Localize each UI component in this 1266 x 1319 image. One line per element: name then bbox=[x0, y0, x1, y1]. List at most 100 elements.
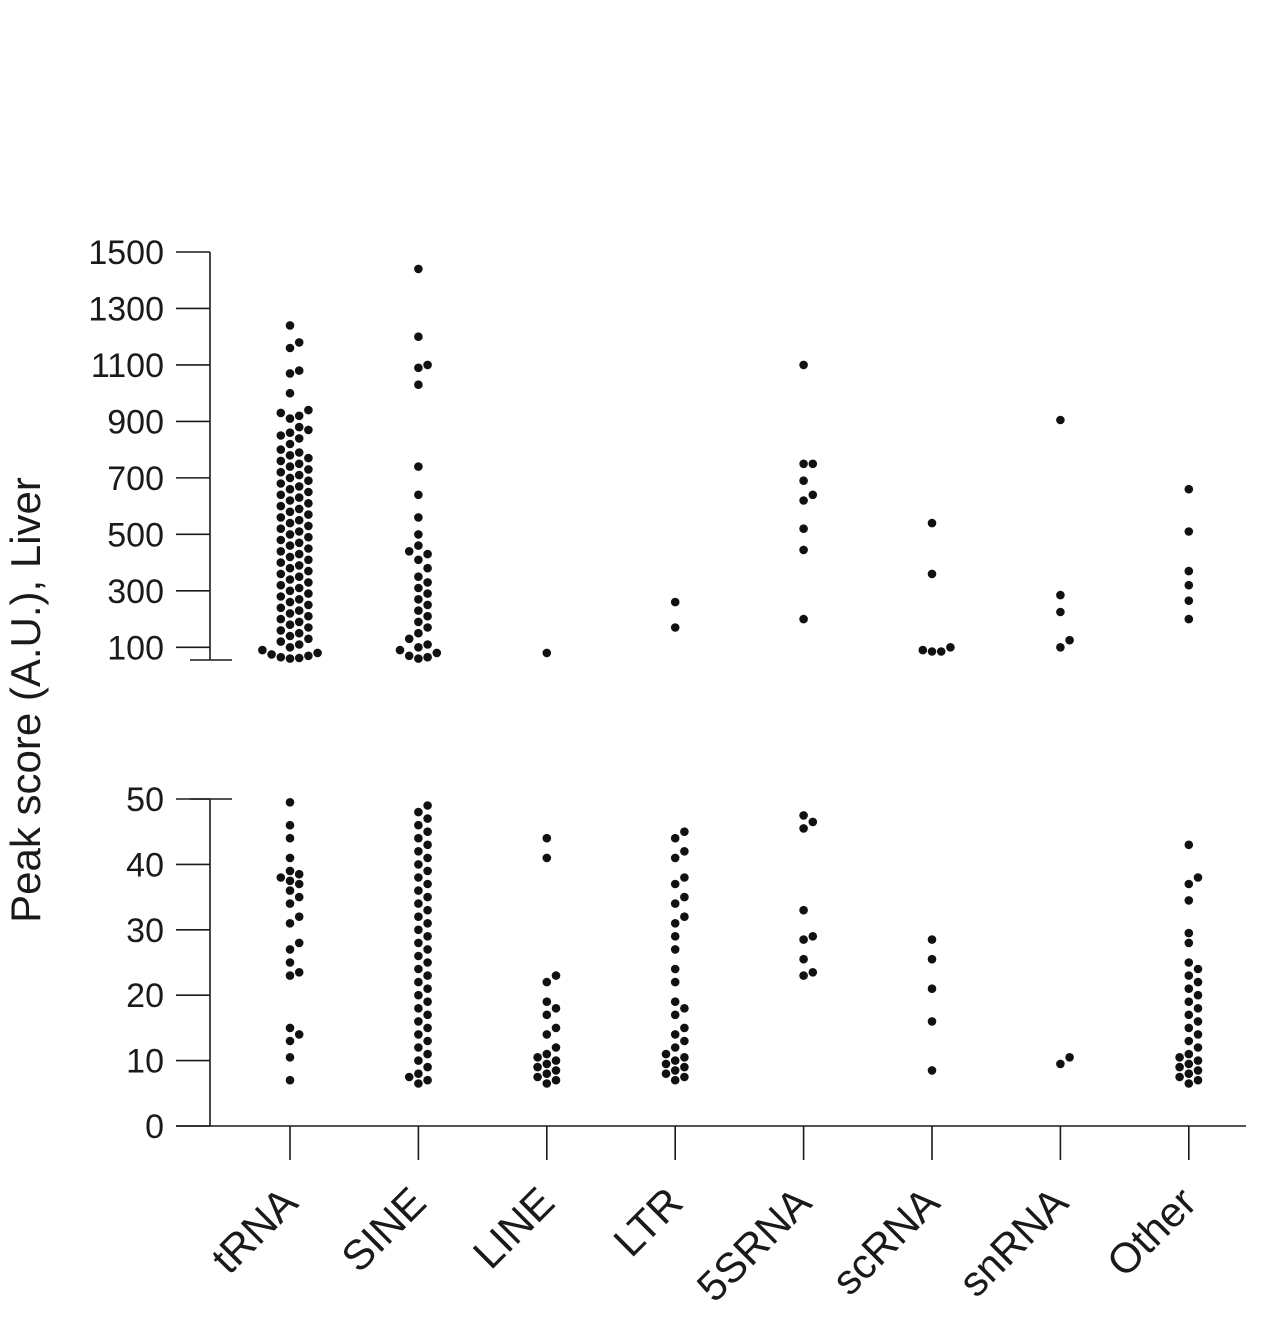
point-LTR-upper-1 bbox=[670, 597, 680, 607]
upper-tick-label-1500: 1500 bbox=[88, 234, 164, 272]
point-tRNA-upper-5 bbox=[313, 648, 322, 658]
point-LTR-lower-10 bbox=[680, 1036, 689, 1046]
point-tRNA-lower-18 bbox=[294, 869, 304, 879]
point-LINE-lower-5 bbox=[533, 1062, 542, 1072]
point-tRNA-upper-62 bbox=[304, 487, 313, 497]
point-snRNA-upper-1 bbox=[1065, 635, 1074, 645]
point-SINE-lower-14 bbox=[423, 997, 432, 1006]
point-Other-lower-15 bbox=[1184, 1010, 1194, 1020]
point-Other-lower-0 bbox=[1184, 1079, 1194, 1088]
point-tRNA-upper-7 bbox=[285, 643, 295, 652]
point-Other-lower-24 bbox=[1184, 938, 1194, 948]
point-tRNA-upper-82 bbox=[304, 425, 313, 435]
point-tRNA-upper-27 bbox=[285, 586, 295, 596]
point-SINE-lower-34 bbox=[423, 866, 432, 876]
point-SINE-upper-18 bbox=[414, 572, 423, 581]
point-SINE-upper-12 bbox=[414, 606, 423, 615]
point-tRNA-upper-19 bbox=[285, 609, 295, 618]
point-tRNA-upper-16 bbox=[294, 617, 304, 627]
point-Other-lower-18 bbox=[1193, 990, 1203, 1000]
point-tRNA-upper-21 bbox=[276, 603, 286, 613]
point-5SRNA-lower-7 bbox=[808, 817, 818, 827]
point-tRNA-lower-21 bbox=[285, 833, 295, 843]
point-tRNA-upper-74 bbox=[304, 453, 313, 463]
point-SINE-upper-4 bbox=[395, 645, 405, 655]
point-Other-lower-7 bbox=[1193, 1056, 1203, 1065]
point-SINE-upper-15 bbox=[423, 589, 432, 598]
data-points bbox=[258, 264, 1203, 1088]
point-5SRNA-upper-2 bbox=[799, 524, 808, 533]
point-Other-lower-28 bbox=[1193, 873, 1203, 882]
point-5SRNA-upper-3 bbox=[799, 496, 808, 505]
point-tRNA-upper-86 bbox=[276, 408, 286, 418]
point-SINE-lower-5 bbox=[414, 1056, 423, 1065]
upper-y-axis bbox=[190, 252, 232, 661]
point-LTR-lower-15 bbox=[670, 997, 680, 1006]
point-5SRNA-upper-7 bbox=[808, 459, 818, 469]
point-LTR-lower-29 bbox=[680, 827, 689, 836]
point-LINE-lower-12 bbox=[551, 1023, 561, 1033]
point-SINE-lower-41 bbox=[414, 820, 423, 830]
point-tRNA-upper-85 bbox=[294, 411, 304, 421]
point-SINE-upper-22 bbox=[404, 547, 414, 556]
point-Other-lower-27 bbox=[1184, 879, 1194, 889]
point-tRNA-upper-51 bbox=[285, 518, 295, 528]
point-LINE-lower-10 bbox=[551, 1043, 561, 1052]
point-Other-upper-5 bbox=[1184, 484, 1194, 494]
point-LTR-lower-12 bbox=[680, 1023, 689, 1033]
point-tRNA-lower-20 bbox=[285, 853, 295, 863]
lower-axis-ticks: 0 10 20 30 40 50 bbox=[126, 781, 210, 1146]
point-SINE-lower-3 bbox=[414, 1069, 423, 1078]
point-Other-lower-25 bbox=[1184, 928, 1194, 938]
point-LTR-lower-17 bbox=[670, 964, 680, 974]
point-tRNA-upper-34 bbox=[304, 566, 313, 576]
point-LINE-upper-0 bbox=[542, 648, 552, 658]
point-tRNA-upper-28 bbox=[294, 583, 304, 593]
point-SINE-lower-26 bbox=[423, 919, 432, 928]
point-LTR-lower-7 bbox=[680, 1053, 689, 1062]
point-tRNA-upper-59 bbox=[285, 496, 295, 505]
point-LTR-lower-5 bbox=[661, 1059, 671, 1069]
point-scRNA-lower-0 bbox=[927, 1066, 937, 1075]
point-SINE-lower-12 bbox=[423, 1010, 432, 1020]
point-LTR-lower-24 bbox=[670, 879, 680, 889]
point-SINE-lower-17 bbox=[414, 977, 423, 987]
point-tRNA-lower-15 bbox=[294, 879, 304, 889]
point-tRNA-upper-73 bbox=[276, 456, 286, 466]
point-LINE-lower-3 bbox=[542, 1069, 552, 1078]
point-SINE-lower-30 bbox=[423, 892, 432, 902]
point-Other-lower-17 bbox=[1184, 997, 1194, 1006]
point-LINE-lower-17 bbox=[551, 971, 561, 980]
point-SINE-lower-6 bbox=[423, 1049, 432, 1059]
point-LTR-lower-25 bbox=[680, 873, 689, 882]
upper-tick-label-900: 900 bbox=[107, 403, 164, 441]
point-Other-lower-16 bbox=[1193, 1004, 1203, 1013]
point-LINE-lower-19 bbox=[542, 833, 552, 843]
point-tRNA-lower-5 bbox=[285, 971, 295, 980]
point-scRNA-lower-4 bbox=[927, 935, 937, 944]
point-tRNA-upper-11 bbox=[285, 631, 295, 641]
point-SINE-lower-40 bbox=[423, 827, 432, 836]
point-SINE-upper-8 bbox=[414, 628, 423, 638]
point-snRNA-lower-0 bbox=[1056, 1059, 1065, 1069]
point-tRNA-upper-25 bbox=[276, 592, 286, 601]
point-tRNA-upper-79 bbox=[294, 434, 304, 443]
point-tRNA-upper-48 bbox=[294, 527, 304, 536]
lower-tick-label-30: 30 bbox=[126, 912, 164, 950]
x-tick-label-5SRNA: 5SRNA bbox=[688, 1178, 820, 1310]
point-scRNA-upper-5 bbox=[927, 518, 937, 528]
point-SINE-lower-43 bbox=[414, 807, 423, 817]
point-tRNA-upper-44 bbox=[294, 538, 304, 548]
point-SINE-lower-13 bbox=[414, 1004, 423, 1013]
point-5SRNA-upper-0 bbox=[799, 614, 808, 624]
point-SINE-lower-4 bbox=[423, 1062, 432, 1072]
point-SINE-lower-23 bbox=[414, 938, 423, 948]
point-tRNA-upper-26 bbox=[304, 589, 313, 598]
point-snRNA-upper-4 bbox=[1056, 415, 1065, 425]
point-tRNA-lower-13 bbox=[294, 892, 304, 902]
point-SINE-upper-9 bbox=[423, 623, 432, 632]
point-LTR-lower-19 bbox=[670, 932, 680, 941]
point-tRNA-upper-63 bbox=[285, 484, 295, 494]
point-tRNA-upper-41 bbox=[276, 547, 286, 556]
point-tRNA-lower-2 bbox=[285, 1036, 295, 1046]
